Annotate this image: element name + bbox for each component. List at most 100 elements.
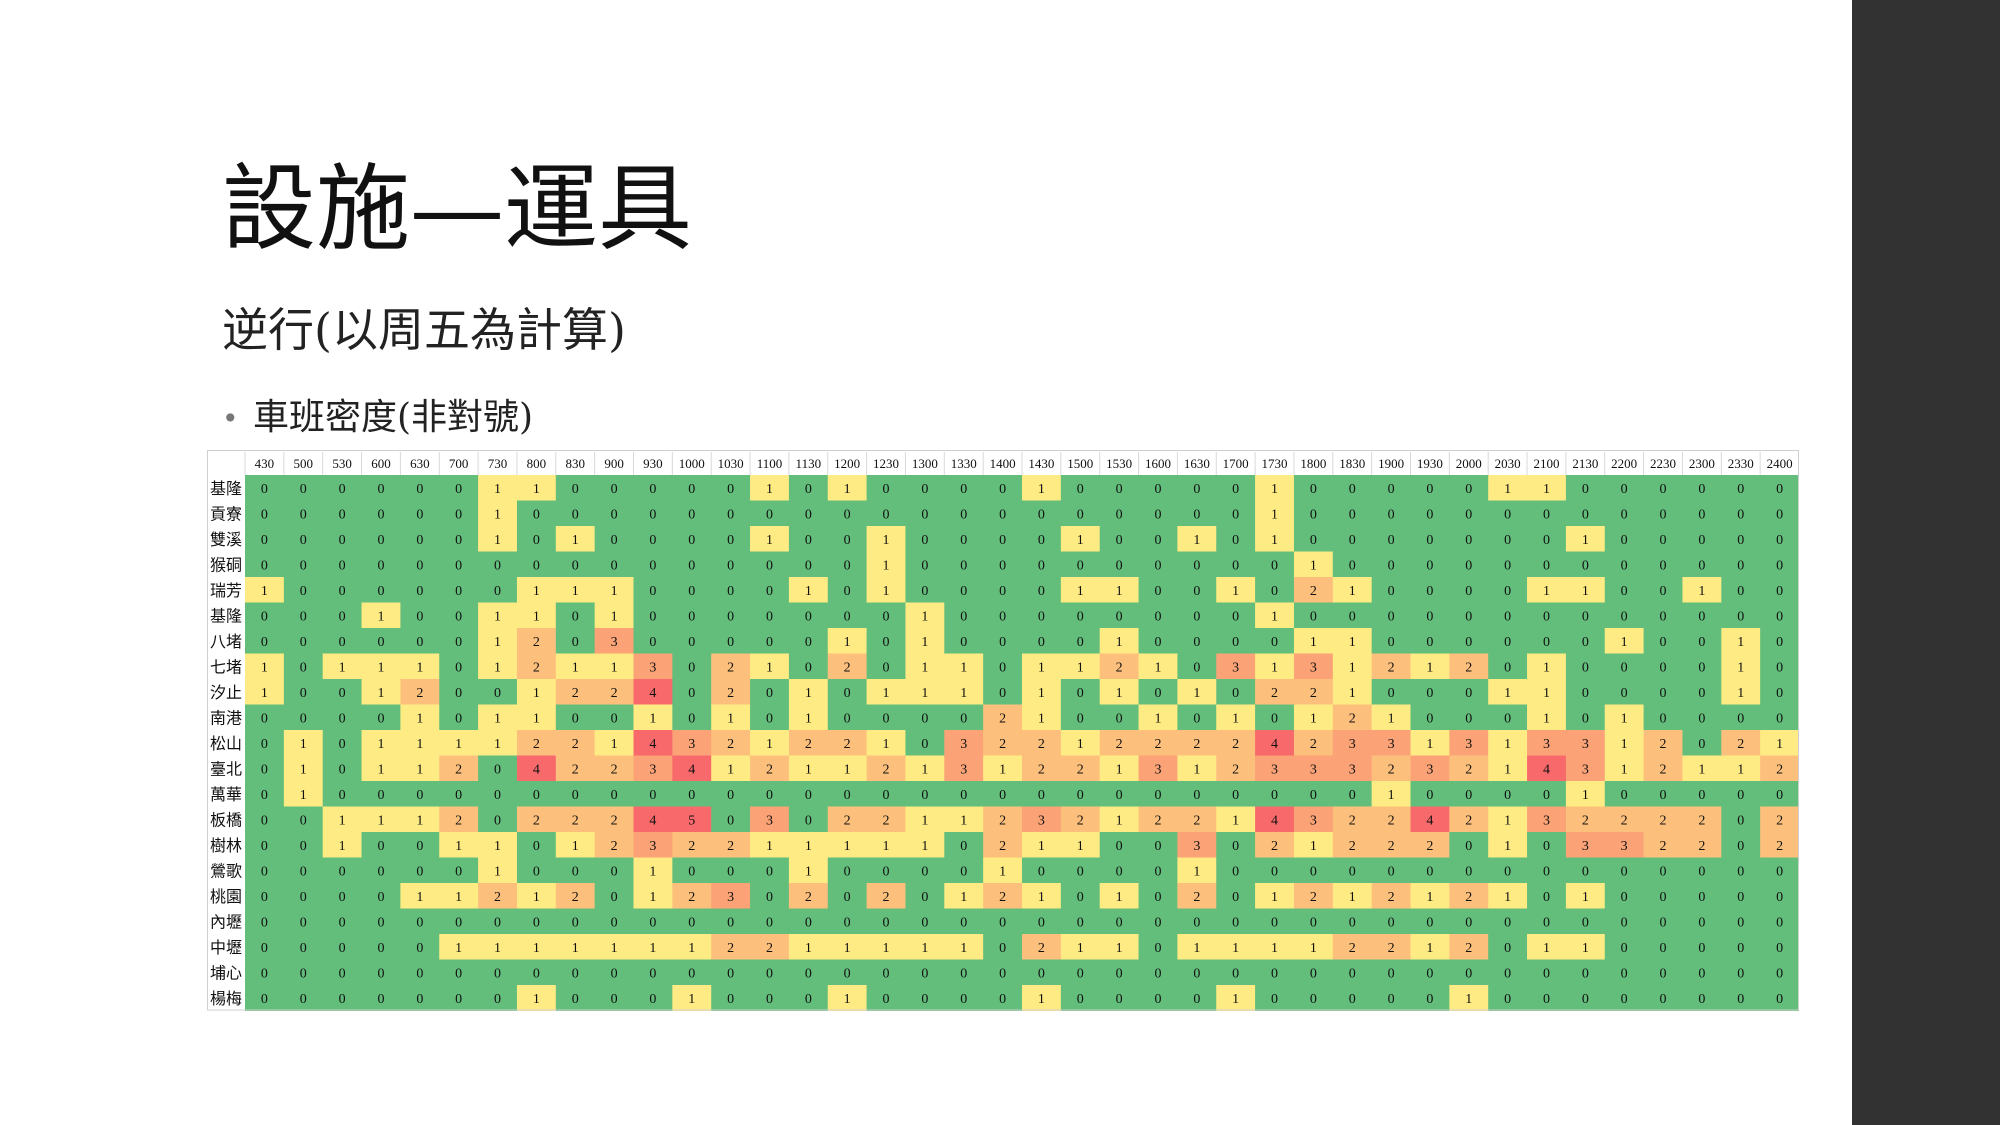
cell-value-label: 2 xyxy=(1154,813,1161,828)
cell-value-label: 0 xyxy=(416,609,423,624)
cell-value-label: 0 xyxy=(1116,915,1123,930)
heatmap-cell xyxy=(1216,577,1256,604)
cell-value-label: 0 xyxy=(377,558,384,573)
heatmap-cell xyxy=(672,602,712,629)
cell-value-label: 0 xyxy=(999,482,1006,497)
cell-value-label: 0 xyxy=(921,533,928,548)
cell-value-label: 2 xyxy=(1193,813,1200,828)
cell-value-label: 1 xyxy=(649,711,656,726)
cell-value-label: 0 xyxy=(1543,966,1550,981)
cell-value-label: 0 xyxy=(1388,507,1395,522)
heatmap-cell xyxy=(1060,526,1101,553)
heatmap-header-bg xyxy=(207,450,1799,475)
heatmap-cell xyxy=(283,628,324,655)
cell-value-label: 0 xyxy=(1154,788,1161,803)
heatmap-cell xyxy=(1604,883,1645,910)
x-tick-label: 2400 xyxy=(1767,456,1793,471)
heatmap-cell xyxy=(983,500,1023,527)
cell-value-label: 1 xyxy=(1504,686,1511,701)
heatmap-cell xyxy=(750,602,790,629)
heatmap-cell xyxy=(905,985,945,1011)
heatmap-cell xyxy=(1060,704,1101,731)
heatmap-cell xyxy=(1410,526,1450,553)
cell-value-label: 0 xyxy=(339,737,346,752)
cell-value-label: 1 xyxy=(844,635,851,650)
cell-value-label: 0 xyxy=(883,635,890,650)
cell-value-label: 0 xyxy=(1776,507,1783,522)
heatmap-cell xyxy=(1565,781,1606,808)
cell-value-label: 1 xyxy=(611,609,618,624)
heatmap-cell xyxy=(1449,806,1489,833)
cell-value-label: 0 xyxy=(1349,507,1356,522)
heatmap-cell xyxy=(866,602,907,629)
cell-value-label: 2 xyxy=(611,762,618,777)
heatmap-cell xyxy=(516,628,557,655)
cell-value-label: 1 xyxy=(611,737,618,752)
cell-value-label: 0 xyxy=(1660,788,1667,803)
heatmap-cell xyxy=(944,806,984,833)
heatmap-cell xyxy=(555,475,596,502)
heatmap-cell xyxy=(439,602,479,629)
cell-value-label: 0 xyxy=(339,558,346,573)
heatmap-cell xyxy=(1332,985,1373,1011)
cell-value-label: 1 xyxy=(960,686,967,701)
heatmap-cell xyxy=(1255,985,1295,1011)
heatmap-cell xyxy=(245,857,285,884)
cell-value-label: 3 xyxy=(1582,762,1589,777)
heatmap-cell xyxy=(983,577,1023,604)
heatmap-cell xyxy=(1682,934,1722,961)
heatmap-cell xyxy=(1643,551,1684,578)
heatmap-cell xyxy=(1332,551,1373,578)
cell-value-label: 1 xyxy=(805,686,812,701)
heatmap-cell xyxy=(555,781,596,808)
heatmap-cell xyxy=(1371,857,1412,884)
heatmap-cell xyxy=(1604,934,1645,961)
cell-value-label: 0 xyxy=(261,737,268,752)
heatmap-cell xyxy=(983,679,1023,706)
heatmap-cell xyxy=(1060,806,1101,833)
heatmap-cell xyxy=(1604,781,1645,808)
heatmap-cell xyxy=(245,679,285,706)
heatmap-cell xyxy=(983,806,1023,833)
cell-value-label: 1 xyxy=(844,762,851,777)
cell-value-label: 0 xyxy=(494,915,501,930)
heatmap-cell xyxy=(1527,551,1567,578)
heatmap-cell xyxy=(1643,857,1684,884)
cell-value-label: 0 xyxy=(921,788,928,803)
cell-value-label: 0 xyxy=(1116,966,1123,981)
cell-value-label: 0 xyxy=(377,890,384,905)
cell-value-label: 0 xyxy=(1621,482,1628,497)
heatmap-cell xyxy=(905,653,945,680)
cell-value-label: 0 xyxy=(1543,915,1550,930)
cell-value-label: 0 xyxy=(1737,890,1744,905)
cell-value-label: 1 xyxy=(1077,584,1084,599)
heatmap-cell xyxy=(1216,628,1256,655)
heatmap-cell xyxy=(1255,526,1295,553)
heatmap-cell xyxy=(1527,602,1567,629)
cell-value-label: 2 xyxy=(1582,813,1589,828)
cell-value-label: 0 xyxy=(455,584,462,599)
cell-value-label: 2 xyxy=(572,890,579,905)
cell-value-label: 0 xyxy=(1271,558,1278,573)
y-tick-label: 桃園 xyxy=(210,887,242,906)
heatmap-cell xyxy=(866,908,907,935)
heatmap-cell xyxy=(555,755,596,782)
y-tick-label: 猴硐 xyxy=(210,555,242,574)
heatmap-cell xyxy=(1255,934,1295,961)
heatmap-cell xyxy=(1216,883,1256,910)
cell-value-label: 1 xyxy=(999,762,1006,777)
heatmap-cell xyxy=(1604,908,1645,935)
heatmap-cell xyxy=(555,908,596,935)
heatmap-cell xyxy=(750,475,790,502)
heatmap-cell xyxy=(245,934,285,961)
heatmap-cell xyxy=(478,730,518,757)
cell-value-label: 1 xyxy=(1310,941,1317,956)
heatmap-cell xyxy=(1022,602,1062,629)
cell-value-label: 1 xyxy=(494,941,501,956)
heatmap-cell xyxy=(1293,959,1334,986)
cell-value-label: 0 xyxy=(1582,711,1589,726)
cell-value-label: 0 xyxy=(999,915,1006,930)
heatmap-cell xyxy=(283,857,324,884)
heatmap-cell xyxy=(1099,679,1140,706)
cell-value-label: 0 xyxy=(727,788,734,803)
